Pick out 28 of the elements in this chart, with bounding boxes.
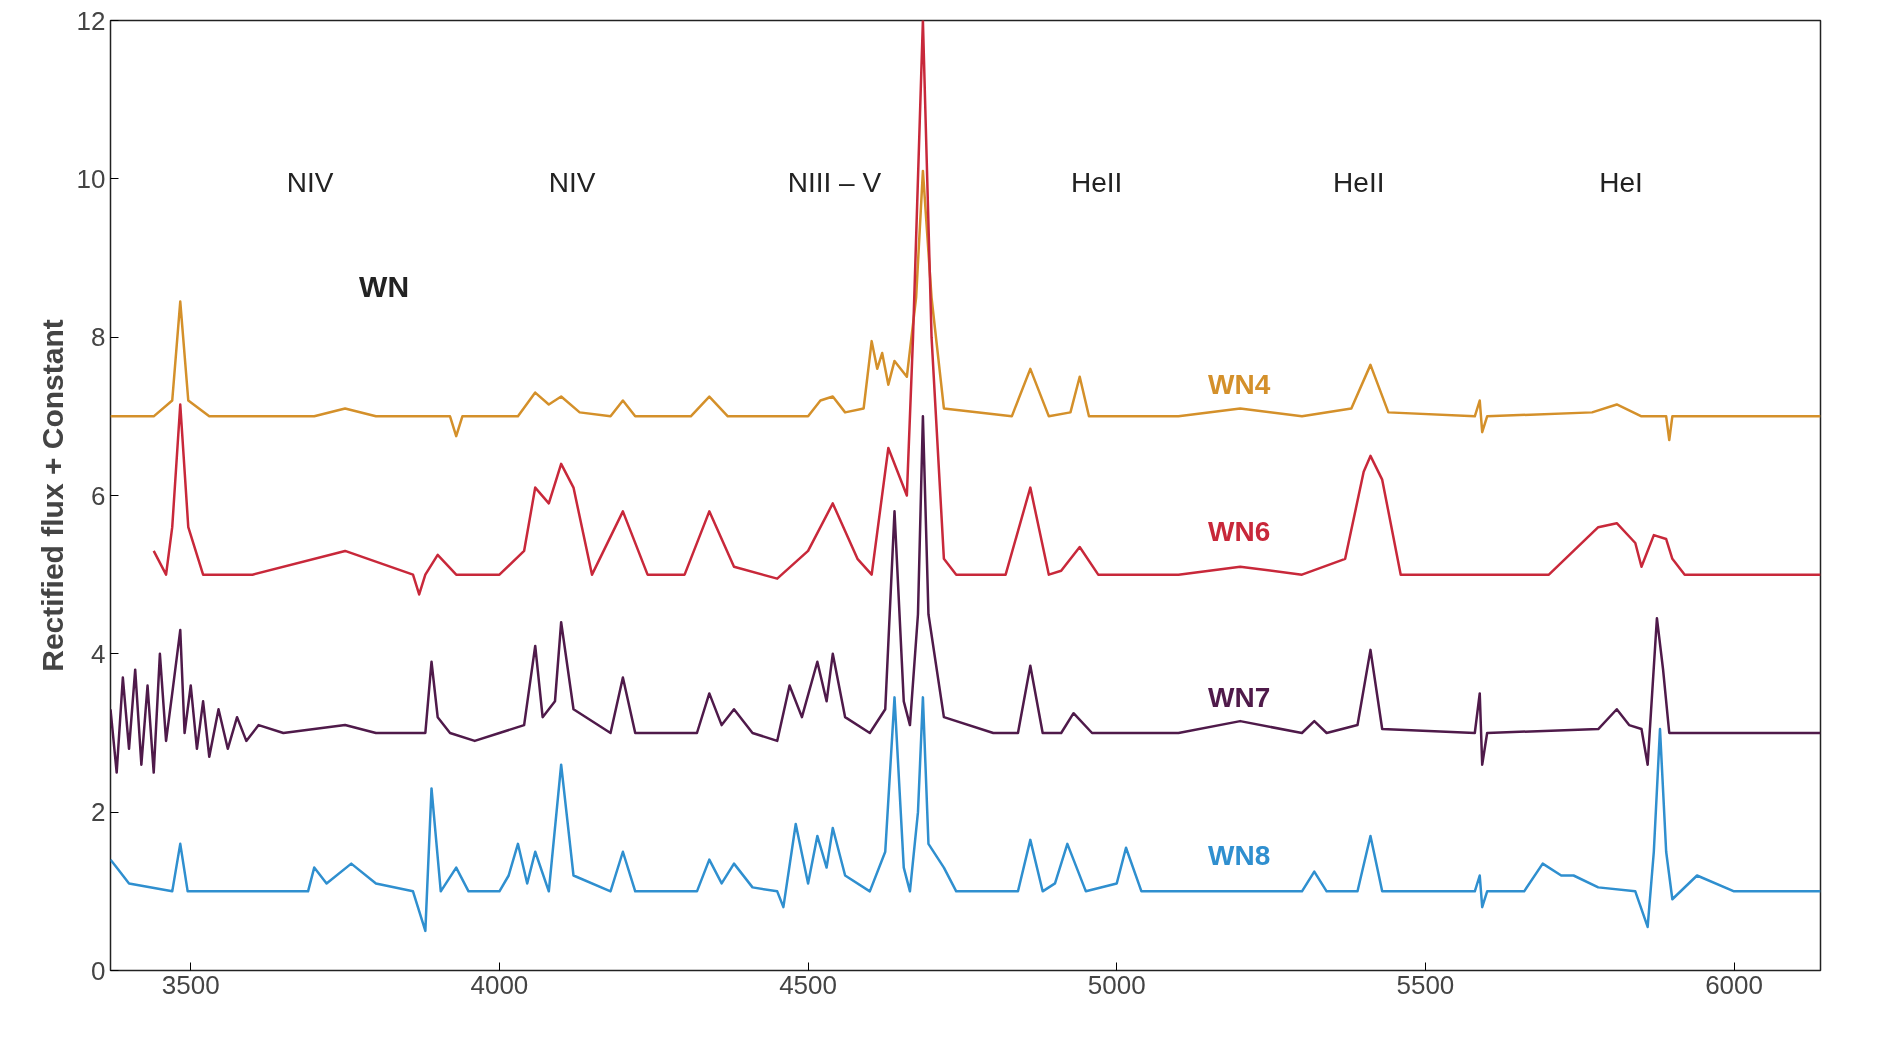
y-tick-label: 8 xyxy=(91,322,106,353)
x-tick-label: 4500 xyxy=(779,969,838,1000)
line-series xyxy=(110,415,1821,774)
y-tick-label: 2 xyxy=(91,797,106,828)
y-tick-label: 0 xyxy=(91,955,106,986)
annotation: WN xyxy=(359,270,410,303)
x-tick-label: 5500 xyxy=(1396,969,1455,1000)
annotation: NIV xyxy=(286,166,334,198)
y-tick-label: 6 xyxy=(91,480,106,511)
x-tick-label: 5000 xyxy=(1087,969,1146,1000)
y-tick-label: 4 xyxy=(91,638,106,669)
annotation: HeII xyxy=(1070,166,1123,198)
series-label: WN6 xyxy=(1207,515,1271,547)
series-label: WN7 xyxy=(1207,681,1271,713)
series-label: WN8 xyxy=(1207,840,1271,872)
x-tick-label: 3500 xyxy=(161,969,220,1000)
y-tick-label: 12 xyxy=(76,5,106,36)
y-tick-label: 10 xyxy=(76,163,106,194)
annotation: NIII – V xyxy=(787,166,882,198)
line-series xyxy=(110,169,1821,442)
line-series xyxy=(152,20,1821,596)
annotation: HeI xyxy=(1599,166,1643,198)
x-tick-label: 6000 xyxy=(1705,969,1763,1000)
y-axis-title: Rectified flux + Constant xyxy=(35,319,69,672)
annotation: NIV xyxy=(548,166,596,198)
series-label: WN4 xyxy=(1207,369,1271,401)
annotation: HeII xyxy=(1333,166,1385,198)
x-tick-label: 4000 xyxy=(470,969,529,1000)
